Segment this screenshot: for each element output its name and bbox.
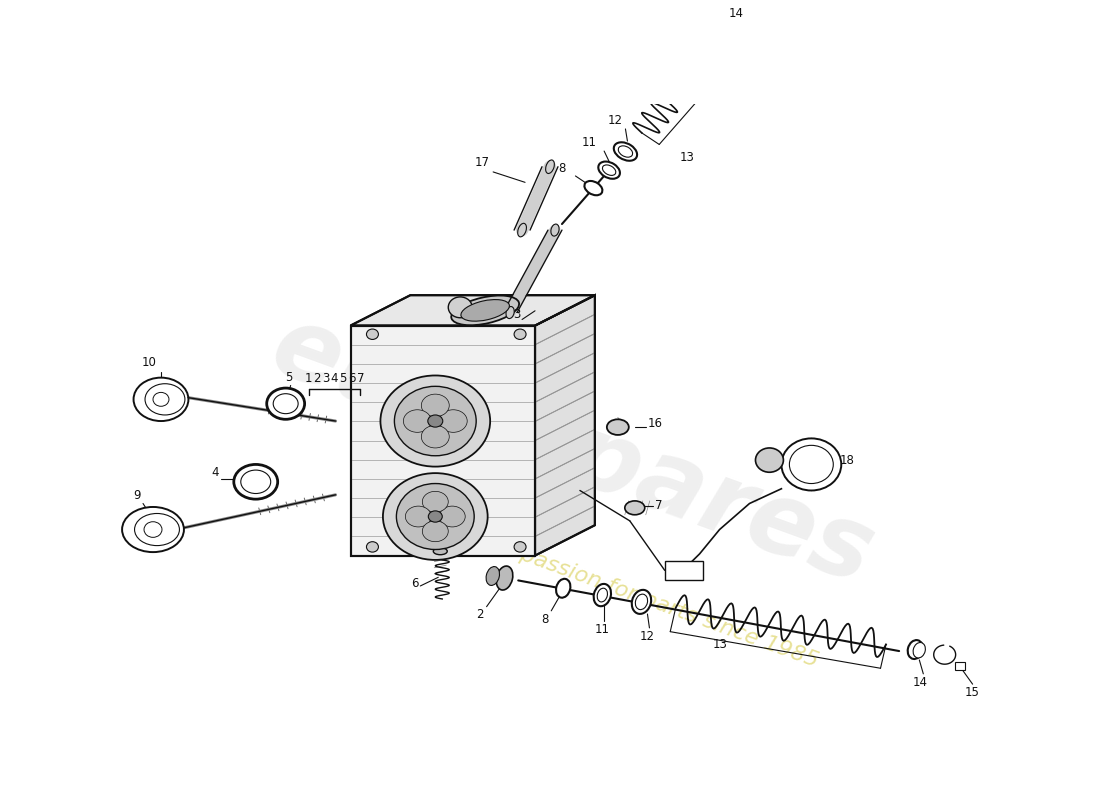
Ellipse shape bbox=[506, 306, 514, 318]
Text: 14: 14 bbox=[728, 7, 744, 20]
Text: 6: 6 bbox=[348, 371, 355, 385]
Text: 12: 12 bbox=[640, 630, 654, 642]
Text: 4: 4 bbox=[211, 466, 219, 479]
Ellipse shape bbox=[584, 181, 603, 195]
Text: 13: 13 bbox=[713, 638, 727, 650]
Text: eurospares: eurospares bbox=[258, 298, 886, 605]
Ellipse shape bbox=[551, 224, 559, 236]
Circle shape bbox=[514, 542, 526, 552]
Text: 18: 18 bbox=[839, 454, 854, 467]
Text: 5: 5 bbox=[340, 371, 346, 385]
Circle shape bbox=[756, 448, 783, 472]
Ellipse shape bbox=[451, 295, 519, 326]
Text: 15: 15 bbox=[965, 686, 980, 699]
Text: 15: 15 bbox=[758, 0, 772, 3]
Ellipse shape bbox=[428, 415, 443, 427]
Ellipse shape bbox=[714, 31, 734, 47]
Text: 17: 17 bbox=[475, 156, 491, 170]
Ellipse shape bbox=[406, 506, 431, 527]
Ellipse shape bbox=[421, 394, 449, 417]
Text: 3: 3 bbox=[513, 308, 520, 322]
Text: 7: 7 bbox=[654, 499, 662, 512]
Text: 13: 13 bbox=[680, 150, 694, 163]
Ellipse shape bbox=[428, 511, 442, 522]
Text: 9: 9 bbox=[133, 489, 141, 502]
Text: 16: 16 bbox=[648, 417, 663, 430]
Circle shape bbox=[781, 438, 842, 490]
Ellipse shape bbox=[518, 223, 527, 237]
Text: 12: 12 bbox=[608, 114, 623, 127]
Ellipse shape bbox=[598, 162, 620, 178]
Ellipse shape bbox=[383, 473, 487, 560]
Text: 4: 4 bbox=[331, 371, 339, 385]
Ellipse shape bbox=[433, 548, 448, 554]
Text: 8: 8 bbox=[558, 162, 565, 175]
Ellipse shape bbox=[594, 584, 610, 606]
Ellipse shape bbox=[133, 378, 188, 421]
Ellipse shape bbox=[556, 579, 571, 598]
Text: 6: 6 bbox=[410, 578, 418, 590]
Text: 10: 10 bbox=[142, 356, 156, 369]
Bar bbox=[664, 561, 703, 580]
Ellipse shape bbox=[395, 386, 476, 456]
Ellipse shape bbox=[486, 566, 499, 586]
Text: 7: 7 bbox=[356, 371, 364, 385]
Ellipse shape bbox=[234, 465, 277, 499]
Text: 2: 2 bbox=[314, 371, 321, 385]
Ellipse shape bbox=[134, 514, 179, 546]
Ellipse shape bbox=[422, 521, 449, 542]
Ellipse shape bbox=[461, 299, 509, 321]
Ellipse shape bbox=[404, 410, 431, 432]
Ellipse shape bbox=[266, 388, 305, 419]
Ellipse shape bbox=[908, 640, 923, 659]
Circle shape bbox=[366, 542, 378, 552]
Ellipse shape bbox=[614, 142, 637, 161]
Ellipse shape bbox=[122, 507, 184, 552]
Text: 2: 2 bbox=[476, 609, 483, 622]
Circle shape bbox=[514, 329, 526, 339]
Polygon shape bbox=[955, 662, 965, 670]
Text: a passion for parts since 1985: a passion for parts since 1985 bbox=[498, 538, 822, 671]
Text: 14: 14 bbox=[913, 675, 927, 689]
Circle shape bbox=[790, 446, 834, 483]
Text: 11: 11 bbox=[582, 136, 596, 150]
Circle shape bbox=[366, 329, 378, 339]
Ellipse shape bbox=[607, 419, 629, 435]
Circle shape bbox=[449, 297, 472, 318]
Polygon shape bbox=[351, 295, 595, 326]
Ellipse shape bbox=[496, 566, 513, 590]
Ellipse shape bbox=[718, 30, 735, 42]
Polygon shape bbox=[351, 326, 535, 555]
Ellipse shape bbox=[145, 384, 185, 415]
Ellipse shape bbox=[631, 590, 651, 614]
Ellipse shape bbox=[913, 642, 925, 658]
Ellipse shape bbox=[396, 483, 474, 550]
Polygon shape bbox=[535, 295, 595, 555]
Text: 5: 5 bbox=[285, 370, 293, 384]
Text: 8: 8 bbox=[541, 613, 549, 626]
Ellipse shape bbox=[546, 160, 554, 174]
Text: 1: 1 bbox=[305, 371, 312, 385]
Text: 11: 11 bbox=[595, 623, 609, 636]
Ellipse shape bbox=[439, 410, 468, 432]
Ellipse shape bbox=[422, 491, 449, 512]
Ellipse shape bbox=[439, 506, 465, 527]
Ellipse shape bbox=[625, 501, 645, 514]
Ellipse shape bbox=[421, 426, 449, 448]
Ellipse shape bbox=[381, 375, 491, 466]
Text: 3: 3 bbox=[322, 371, 330, 385]
Polygon shape bbox=[747, 12, 757, 20]
